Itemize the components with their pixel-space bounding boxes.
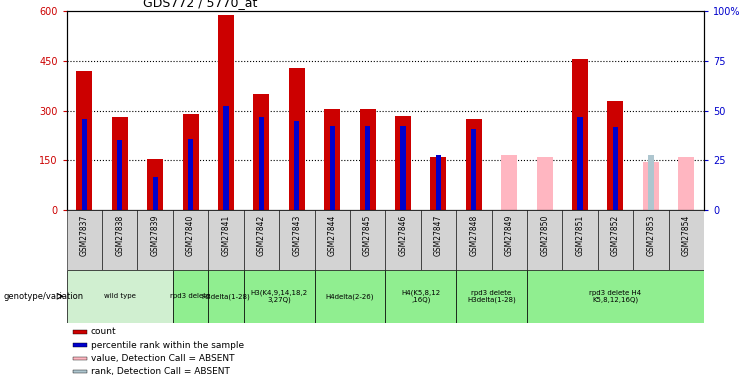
Bar xyxy=(73,370,87,373)
Bar xyxy=(536,157,553,210)
Bar xyxy=(527,210,562,270)
Bar xyxy=(471,129,476,210)
Bar xyxy=(153,177,158,210)
Text: GSM27842: GSM27842 xyxy=(257,215,266,256)
Bar xyxy=(289,68,305,210)
Text: rpd3 delete
H3delta(1-28): rpd3 delete H3delta(1-28) xyxy=(467,290,516,303)
Text: rpd3 delete H4
K5,8,12,16Q): rpd3 delete H4 K5,8,12,16Q) xyxy=(589,290,642,303)
Text: GSM27846: GSM27846 xyxy=(399,215,408,256)
Text: percentile rank within the sample: percentile rank within the sample xyxy=(91,340,244,350)
Text: H4(K5,8,12
,16Q): H4(K5,8,12 ,16Q) xyxy=(401,289,440,303)
Text: H3(K4,9,14,18,2
3,27Q): H3(K4,9,14,18,2 3,27Q) xyxy=(250,289,308,303)
Bar xyxy=(244,210,279,270)
Text: GSM27845: GSM27845 xyxy=(363,215,372,256)
Bar xyxy=(102,210,138,270)
Bar xyxy=(73,357,87,360)
Bar xyxy=(456,270,527,322)
Bar xyxy=(218,15,234,210)
Text: GSM27851: GSM27851 xyxy=(576,215,585,256)
Text: rpd3 delete: rpd3 delete xyxy=(170,293,210,299)
Bar xyxy=(598,210,633,270)
Text: GSM27841: GSM27841 xyxy=(222,215,230,256)
Bar xyxy=(577,117,582,210)
Text: GSM27839: GSM27839 xyxy=(150,215,160,256)
Bar xyxy=(350,210,385,270)
Bar xyxy=(466,119,482,210)
Bar xyxy=(73,330,87,334)
Bar xyxy=(223,106,229,210)
Text: GSM27848: GSM27848 xyxy=(469,215,479,256)
Bar xyxy=(608,101,623,210)
Bar xyxy=(182,114,199,210)
Bar xyxy=(330,126,335,210)
Bar xyxy=(208,210,244,270)
Bar xyxy=(431,157,446,210)
Bar xyxy=(562,210,598,270)
Bar xyxy=(314,210,350,270)
Text: H3delta(1-28): H3delta(1-28) xyxy=(202,293,250,300)
Bar xyxy=(385,270,456,322)
Text: GSM27854: GSM27854 xyxy=(682,215,691,256)
Text: GSM27837: GSM27837 xyxy=(80,215,89,256)
Bar xyxy=(643,162,659,210)
Text: GSM27847: GSM27847 xyxy=(434,215,443,256)
Bar xyxy=(421,210,456,270)
Text: GSM27853: GSM27853 xyxy=(646,215,655,256)
Bar xyxy=(572,59,588,210)
Text: GSM27849: GSM27849 xyxy=(505,215,514,256)
Text: GSM27843: GSM27843 xyxy=(292,215,302,256)
Bar xyxy=(359,109,376,210)
Bar xyxy=(385,210,421,270)
Bar xyxy=(138,210,173,270)
Bar xyxy=(395,116,411,210)
Bar xyxy=(501,155,517,210)
Bar xyxy=(147,159,163,210)
Bar xyxy=(456,210,491,270)
Text: H4delta(2-26): H4delta(2-26) xyxy=(325,293,374,300)
Bar xyxy=(76,71,93,210)
Bar xyxy=(633,210,668,270)
Bar xyxy=(613,127,618,210)
Bar xyxy=(678,157,694,210)
Text: GSM27844: GSM27844 xyxy=(328,215,336,256)
Text: GDS772 / 5770_at: GDS772 / 5770_at xyxy=(143,0,258,9)
Text: genotype/variation: genotype/variation xyxy=(4,292,84,301)
Text: GSM27850: GSM27850 xyxy=(540,215,549,256)
Bar xyxy=(325,109,340,210)
Bar xyxy=(173,270,208,322)
Text: rank, Detection Call = ABSENT: rank, Detection Call = ABSENT xyxy=(91,367,230,375)
Bar xyxy=(400,126,405,210)
Bar xyxy=(491,210,527,270)
Bar xyxy=(188,139,193,210)
Bar xyxy=(67,210,102,270)
Bar xyxy=(173,210,208,270)
Bar xyxy=(365,126,370,210)
Text: count: count xyxy=(91,327,116,336)
Bar xyxy=(73,344,87,347)
Bar xyxy=(117,141,122,210)
Bar xyxy=(253,94,270,210)
Bar xyxy=(648,155,654,210)
Bar xyxy=(259,117,264,210)
Text: value, Detection Call = ABSENT: value, Detection Call = ABSENT xyxy=(91,354,234,363)
Text: GSM27838: GSM27838 xyxy=(116,215,124,256)
Bar xyxy=(668,210,704,270)
Bar xyxy=(67,270,173,322)
Bar xyxy=(314,270,385,322)
Bar xyxy=(244,270,314,322)
Bar xyxy=(294,121,299,210)
Text: wild type: wild type xyxy=(104,293,136,299)
Bar xyxy=(527,270,704,322)
Bar xyxy=(112,117,127,210)
Text: GSM27840: GSM27840 xyxy=(186,215,195,256)
Bar xyxy=(208,270,244,322)
Bar xyxy=(436,155,441,210)
Bar xyxy=(82,119,87,210)
Text: GSM27852: GSM27852 xyxy=(611,215,620,256)
Bar xyxy=(279,210,314,270)
